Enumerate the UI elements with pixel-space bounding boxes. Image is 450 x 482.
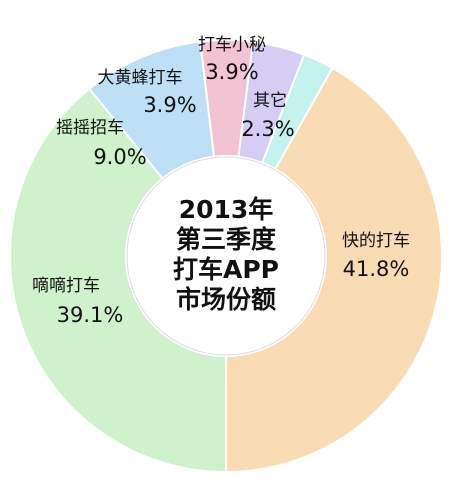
value-label: 41.8% bbox=[343, 257, 410, 281]
value-label: 2.3% bbox=[241, 117, 294, 141]
category-label: 摇摇招车 bbox=[56, 118, 124, 138]
donut-slice bbox=[225, 66, 443, 474]
value-label: 3.9% bbox=[205, 60, 258, 84]
value-label: 9.0% bbox=[93, 145, 146, 169]
chart-title: 2013年 bbox=[179, 195, 274, 224]
donut-slice bbox=[9, 87, 228, 474]
chart-title: 第三季度 bbox=[176, 225, 276, 254]
category-label: 大黄蜂打车 bbox=[98, 68, 183, 88]
value-label: 3.9% bbox=[143, 93, 196, 117]
category-label: 打车小秘 bbox=[198, 35, 266, 55]
category-label: 嘀嘀打车 bbox=[32, 276, 100, 296]
chart-title: 市场份额 bbox=[176, 285, 276, 314]
value-label: 39.1% bbox=[57, 303, 124, 327]
donut-slice bbox=[260, 53, 334, 171]
chart-title: 打车APP bbox=[173, 255, 279, 284]
category-label: 快的打车 bbox=[342, 231, 410, 251]
category-label: 其它 bbox=[253, 91, 287, 111]
donut-hole bbox=[126, 156, 326, 356]
